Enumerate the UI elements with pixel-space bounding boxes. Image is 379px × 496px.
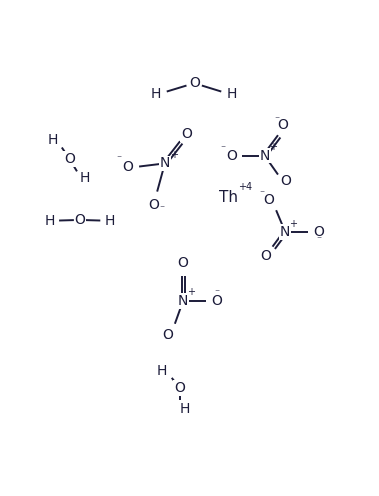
Text: O: O [178, 256, 188, 270]
Text: +: + [269, 142, 277, 152]
Text: H: H [105, 214, 115, 228]
Text: ⁻: ⁻ [214, 288, 219, 298]
Text: ⁻: ⁻ [259, 189, 265, 199]
Text: H: H [47, 133, 58, 147]
Text: N: N [160, 156, 170, 171]
Text: ⁻: ⁻ [116, 155, 121, 165]
Text: +4: +4 [238, 182, 252, 192]
Text: ⁻: ⁻ [220, 144, 225, 154]
Text: O: O [189, 76, 200, 90]
Text: O: O [277, 118, 288, 132]
Text: Th: Th [219, 190, 238, 205]
Text: O: O [162, 327, 173, 342]
Text: O: O [226, 149, 237, 163]
Text: H: H [151, 87, 161, 101]
Text: O: O [211, 294, 222, 308]
Text: +: + [170, 150, 178, 160]
Text: +: + [290, 219, 298, 229]
Text: H: H [80, 171, 90, 185]
Text: O: O [263, 192, 274, 207]
Text: ⁻: ⁻ [159, 204, 164, 214]
Text: ⁻: ⁻ [316, 235, 321, 245]
Text: +: + [187, 288, 195, 298]
Text: O: O [181, 127, 192, 141]
Text: O: O [260, 249, 271, 263]
Text: H: H [227, 87, 237, 101]
Text: O: O [149, 197, 160, 212]
Text: O: O [123, 160, 133, 174]
Text: H: H [45, 214, 55, 228]
Text: N: N [280, 225, 290, 239]
Text: O: O [313, 225, 324, 239]
Text: N: N [178, 294, 188, 308]
Text: N: N [260, 149, 270, 163]
Text: ⁻: ⁻ [274, 115, 279, 125]
Text: ⁻: ⁻ [164, 336, 170, 346]
Text: O: O [74, 213, 85, 227]
Text: O: O [281, 174, 291, 187]
Text: H: H [157, 364, 168, 378]
Text: O: O [64, 152, 75, 166]
Text: H: H [180, 402, 190, 416]
Text: O: O [174, 381, 185, 395]
